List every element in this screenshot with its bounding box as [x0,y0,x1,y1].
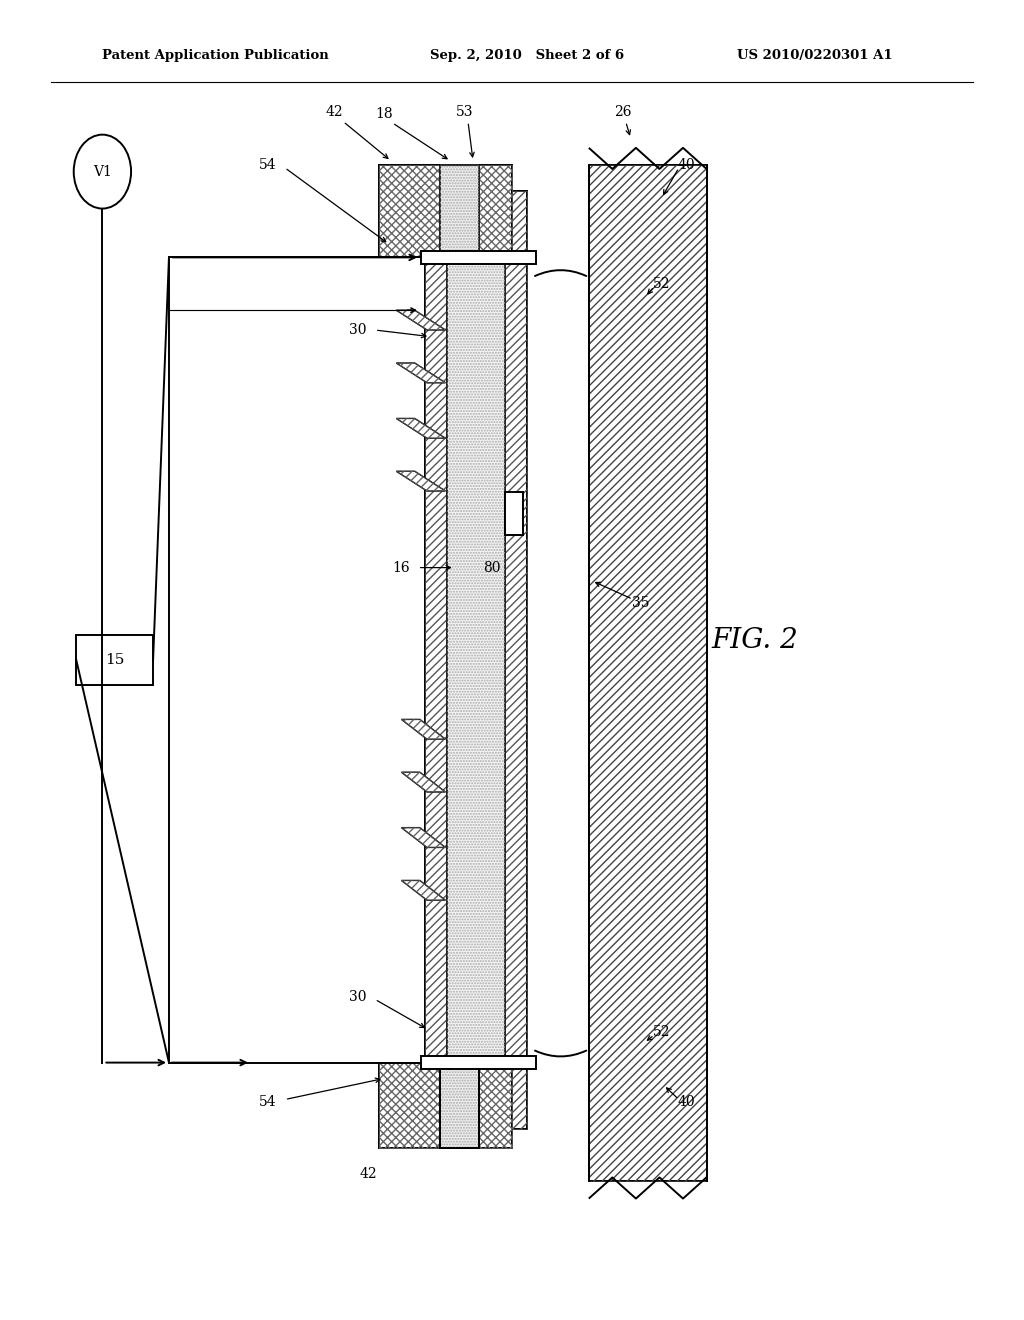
Polygon shape [401,719,445,739]
Text: 16: 16 [392,561,410,574]
Text: 18: 18 [375,107,393,121]
Polygon shape [396,310,445,330]
Bar [447,191,505,1129]
Bar [440,165,479,257]
Text: 40: 40 [678,158,695,172]
Bar [440,1063,479,1148]
Text: 52: 52 [653,1026,671,1039]
Bar [440,1063,479,1148]
Text: 53: 53 [456,104,473,119]
Text: 42: 42 [326,104,344,119]
Bar [440,165,479,257]
Bar [421,251,536,264]
Text: 54: 54 [259,1096,276,1109]
Bar [425,191,447,1129]
Bar [505,191,527,1129]
Text: 54: 54 [259,158,276,172]
Text: 80: 80 [482,561,501,574]
Polygon shape [396,363,445,383]
Text: 40: 40 [678,1096,695,1109]
Polygon shape [401,772,445,792]
Bar [589,165,707,1181]
Bar [505,492,523,535]
Bar [440,1063,479,1148]
Text: US 2010/0220301 A1: US 2010/0220301 A1 [737,49,893,62]
Polygon shape [396,418,445,438]
Circle shape [74,135,131,209]
Bar [425,191,447,1129]
Bar [447,191,505,1129]
Text: Patent Application Publication: Patent Application Publication [102,49,329,62]
Bar [379,1063,512,1148]
Polygon shape [401,880,445,900]
Text: 30: 30 [349,990,367,1003]
Text: 35: 35 [632,597,649,610]
Bar [589,165,707,1181]
Text: 26: 26 [613,104,632,119]
Text: 42: 42 [359,1167,378,1181]
Bar [421,1056,536,1069]
Bar [379,165,512,257]
Text: 52: 52 [653,277,671,290]
Text: FIG. 2: FIG. 2 [712,627,799,653]
Bar [505,191,527,1129]
Polygon shape [401,828,445,847]
Bar [77,635,154,685]
Polygon shape [396,471,445,491]
Text: Sep. 2, 2010   Sheet 2 of 6: Sep. 2, 2010 Sheet 2 of 6 [430,49,625,62]
Bar [379,1063,512,1148]
Text: 30: 30 [349,323,367,337]
Text: 15: 15 [105,653,124,667]
Text: V1: V1 [93,165,112,178]
Bar [379,165,512,257]
Bar [440,165,479,257]
